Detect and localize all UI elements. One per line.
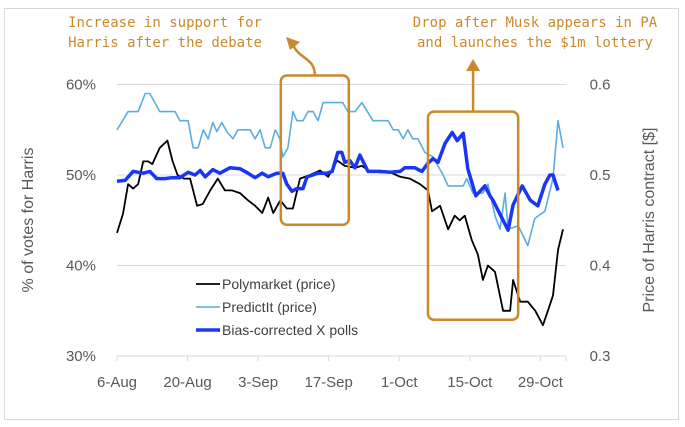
x-tick-label: 29-Oct [518,374,564,391]
series-line-2 [116,130,560,232]
annotation-text-0: Increase in support for [68,15,262,31]
annotation-text-1: Drop after Musk appears in PA [413,15,658,31]
legend: Polymarket (price) PredictIt (price) Bias-… [196,276,358,338]
legend-label-0: Polymarket (price) [222,276,336,292]
annotation-text-1: and launches the $1m lottery [417,35,653,51]
y2-tick-label: 0.5 [590,167,611,184]
annotation-box-0 [279,74,351,227]
y2-tick-label: 0.6 [590,77,611,94]
y-tick-label: 60% [66,77,96,94]
series-line-0 [116,139,564,327]
arrowhead-icon [466,59,481,71]
x-tick-label: 6-Aug [97,374,137,391]
y-tick-label: 50% [66,167,96,184]
x-tick-label: 17-Sep [304,374,352,391]
x-tick-label: 20-Aug [163,374,211,391]
y2-tick-label: 0.3 [590,348,611,365]
annotation-arrow-0 [291,44,317,76]
arrowhead-icon [286,37,300,50]
series-line-1 [116,92,564,247]
annotation-text-0: Harris after the debate [68,35,262,51]
legend-label-2: Bias-corrected X polls [222,322,358,338]
y-tick-label: 40% [66,258,96,275]
x-tick-label: 3-Sep [238,374,278,391]
y2-tick-label: 0.4 [590,258,611,275]
annotation-box-1 [426,110,520,322]
legend-label-1: PredictIt (price) [222,299,317,315]
y-tick-label: 30% [66,348,96,365]
x-tick-label: 1-Oct [381,374,419,391]
chart-frame [4,8,679,420]
y2-axis-label: Price of Harris contract [$] [641,128,658,313]
x-tick-label: 15-Oct [447,374,493,391]
y-axis-label: % of votes for Harris [20,148,37,293]
